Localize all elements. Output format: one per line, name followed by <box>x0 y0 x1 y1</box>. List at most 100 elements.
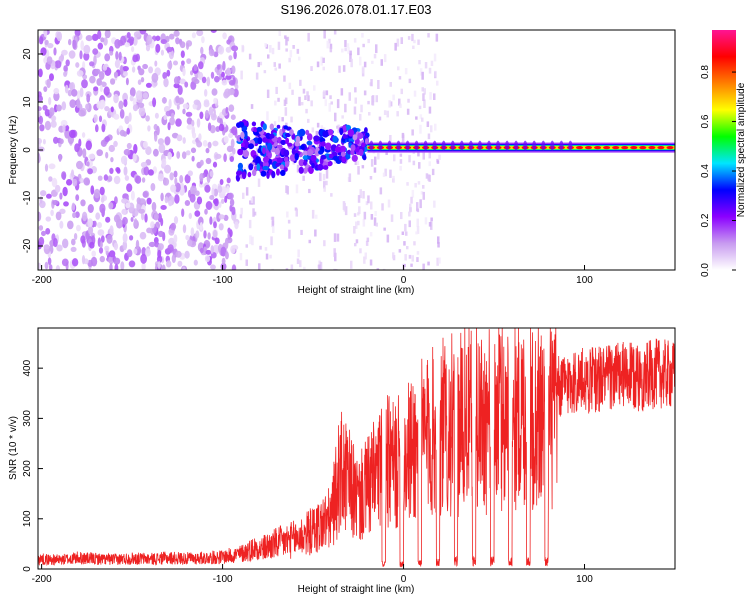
heatmap-cell-445 <box>163 77 169 88</box>
heatmap-cell-105 <box>40 190 47 197</box>
heatmap-cell-1049 <box>305 108 308 114</box>
heatmap-cell-646 <box>99 203 106 214</box>
heatmap-cell-985 <box>416 226 420 234</box>
heatmap-cell-1599 <box>248 163 254 171</box>
heatmap-cell-1126 <box>325 90 329 96</box>
bot-xticks-label-2: 0 <box>401 574 407 585</box>
heatmap-cell-955 <box>388 100 391 108</box>
heatmap-cell-172 <box>220 198 225 204</box>
heatmap-cell-575 <box>56 31 63 42</box>
heatmap-cell-1561 <box>318 150 324 155</box>
heatmap-cell-1120 <box>361 165 365 169</box>
heatmap-cell-690 <box>231 126 238 136</box>
heatmap-cell-1009 <box>329 95 332 100</box>
heatmap-cell-905 <box>277 116 281 123</box>
heatmap-cell-201 <box>138 68 145 76</box>
heatmap-cell-560 <box>153 148 159 157</box>
heatmap-cell-787 <box>76 160 83 170</box>
heatmap-cell-158 <box>205 147 210 154</box>
heatmap-cell-604 <box>206 76 211 87</box>
snr-x-ticks: -200 -100 0 100 <box>32 564 593 585</box>
heatmap-cell-1301 <box>298 56 301 61</box>
heatmap-cell-1041 <box>389 82 392 87</box>
heatmap-cell-1156 <box>286 211 289 218</box>
heatmap-cell-1155 <box>259 245 262 250</box>
heatmap-cell-1128 <box>273 121 277 127</box>
heatmap-cell-1085 <box>400 212 403 220</box>
heatmap-cell-912 <box>265 253 269 260</box>
heatmap-cell-697 <box>70 169 75 178</box>
heatmap-cell-1064 <box>396 38 400 47</box>
heatmap-cell-1657 <box>260 170 267 177</box>
heatmap-cell-1720 <box>387 140 392 151</box>
heatmap-cell-1204 <box>333 233 337 242</box>
heatmap-cell-1184 <box>240 207 243 215</box>
heatmap-cell-1227 <box>314 229 317 237</box>
heatmap-cell-403 <box>59 208 66 214</box>
heatmap-cell-1304 <box>288 57 291 63</box>
heatmap-cell-1707 <box>576 146 583 150</box>
heatmap-cell-464 <box>89 241 95 249</box>
heatmap-cell-1216 <box>400 37 403 44</box>
heatmap-cell-1244 <box>304 95 307 100</box>
heatmap-cell-258 <box>61 258 69 267</box>
heatmap-cell-1007 <box>433 93 436 100</box>
heatmap-cell-876 <box>228 132 234 138</box>
top-xticks-label-2: 0 <box>401 275 407 286</box>
heatmap-cell-1083 <box>285 48 288 52</box>
heatmap-cell-305 <box>97 30 102 40</box>
heatmap-cell-469 <box>194 210 201 217</box>
heatmap-cell-555 <box>65 59 70 67</box>
heatmap-cell-1738 <box>550 140 555 151</box>
heatmap-cell-815 <box>148 66 154 74</box>
heatmap-cell-1252 <box>248 53 252 60</box>
heatmap-cell-614 <box>190 227 195 237</box>
heatmap-cell-882 <box>145 44 151 52</box>
heatmap-cell-624 <box>86 93 91 103</box>
heatmap-cell-401 <box>59 220 64 229</box>
heatmap-cell-1134 <box>436 160 440 164</box>
heatmap-cell-1667 <box>311 162 315 169</box>
colorbar-tick-label-3: 0.6 <box>700 114 711 128</box>
heatmap-cell-160 <box>218 201 222 208</box>
heatmap-cell-838 <box>103 86 110 96</box>
heatmap-cell-1138 <box>407 36 411 40</box>
heatmap-cell-1280 <box>394 42 397 51</box>
heatmap-cell-420 <box>114 59 120 69</box>
heatmap-cell-373 <box>190 185 197 195</box>
heatmap-cell-736 <box>120 155 128 165</box>
heatmap-cell-1616 <box>298 159 305 167</box>
heatmap-cell-89 <box>129 235 134 241</box>
heatmap-cell-760 <box>113 140 118 147</box>
heatmap-cell-551 <box>196 196 203 205</box>
heatmap-cell-1318 <box>362 43 365 48</box>
heatmap-cell-664 <box>98 247 104 254</box>
heatmap-cell-873 <box>213 221 217 229</box>
heatmap-cell-975 <box>316 143 320 150</box>
heatmap-cell-1092 <box>324 99 327 107</box>
heatmap-cell-1025 <box>430 217 433 222</box>
heatmap-cell-1011 <box>330 193 333 197</box>
heatmap-cell-776 <box>55 265 61 270</box>
heatmap-cell-1027 <box>381 203 384 211</box>
heatmap-cell-996 <box>337 124 340 133</box>
heatmap-cell-1045 <box>396 111 399 117</box>
heatmap-cell-598 <box>186 42 189 50</box>
heatmap-cell-462 <box>156 255 163 263</box>
heatmap-cell-1665 <box>303 161 307 166</box>
heatmap-cell-146 <box>95 124 99 133</box>
heatmap-cell-452 <box>48 264 53 270</box>
heatmap-cell-463 <box>141 247 147 256</box>
heatmap-cell-1253 <box>428 161 431 167</box>
heatmap-cell-123 <box>213 51 219 58</box>
heatmap-cell-491 <box>128 260 136 268</box>
heatmap-cell-914 <box>412 160 416 166</box>
heatmap-cell-1464 <box>283 156 289 162</box>
heatmap-cell-599 <box>100 196 105 203</box>
heatmap-cell-934 <box>319 172 322 182</box>
heatmap-cell-1233 <box>399 159 403 164</box>
heatmap-cell-883 <box>120 65 124 75</box>
heatmap-cell-1121 <box>344 206 348 216</box>
heatmap-cell-1488 <box>298 166 304 174</box>
